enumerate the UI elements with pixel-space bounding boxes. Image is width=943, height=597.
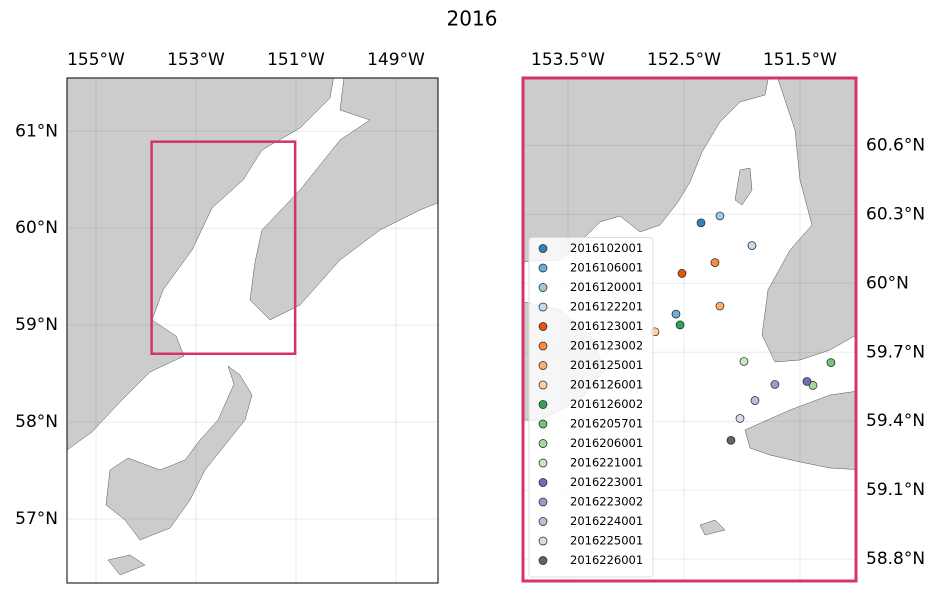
legend-marker xyxy=(538,497,548,507)
x-tick-label: 149°W xyxy=(367,50,425,70)
legend-label: 2016126002 xyxy=(570,397,643,411)
station-point xyxy=(808,381,818,390)
y-tick-label: 58°N xyxy=(15,412,58,432)
legend-marker xyxy=(538,341,548,351)
legend-label: 2016126001 xyxy=(570,378,643,392)
station-point xyxy=(715,211,725,221)
legend-label: 2016102001 xyxy=(570,241,643,255)
y-tick-label: 60.3°N xyxy=(866,204,925,224)
legend-marker xyxy=(538,400,548,409)
legend-marker xyxy=(538,478,548,487)
land xyxy=(67,78,334,451)
legend-marker xyxy=(538,361,548,370)
legend-box xyxy=(528,237,654,578)
legend-marker xyxy=(538,419,548,429)
x-tick-label: 152.5°W xyxy=(647,50,721,70)
legend-marker xyxy=(538,322,548,331)
map-frame xyxy=(66,77,439,584)
legend-marker xyxy=(538,302,548,312)
legend-label: 2016123001 xyxy=(570,319,643,333)
x-tick-label: 151.5°W xyxy=(763,50,837,70)
station-point xyxy=(739,357,749,366)
legend-marker xyxy=(538,439,548,448)
y-tick-label: 59.4°N xyxy=(866,411,925,431)
legend-label: 2016123002 xyxy=(570,339,643,353)
land xyxy=(105,365,253,541)
station-point xyxy=(710,258,720,267)
land xyxy=(107,554,146,576)
y-tick-label: 57°N xyxy=(15,509,58,529)
station-point xyxy=(726,435,736,445)
legend-label: 2016106001 xyxy=(570,261,643,275)
station-point xyxy=(826,358,836,367)
station-point xyxy=(671,309,681,319)
legend-label: 2016221001 xyxy=(570,456,643,470)
land xyxy=(523,78,769,262)
legend-marker xyxy=(538,263,548,273)
legend-label: 2016225001 xyxy=(570,534,643,548)
land xyxy=(249,78,438,321)
legend-label: 2016120001 xyxy=(570,280,643,294)
land xyxy=(761,78,856,363)
legend-marker xyxy=(538,283,548,292)
legend-label: 2016206001 xyxy=(570,436,643,450)
plot-layer: 155°W 153°W 151°W 149°W 57°N 58°N 59°N 60°N 61°N… xyxy=(15,50,925,584)
station-point xyxy=(675,320,685,330)
legend-marker xyxy=(538,556,548,565)
y-tick-label: 60°N xyxy=(15,218,58,238)
legend-label: 2016226001 xyxy=(570,553,643,567)
station-point xyxy=(735,414,745,423)
land xyxy=(734,167,753,206)
y-tick-label: 58.8°N xyxy=(866,549,925,569)
legend-label: 2016122201 xyxy=(570,300,643,314)
y-tick-label: 59°N xyxy=(15,315,58,335)
legend-marker xyxy=(538,380,548,390)
station-point xyxy=(696,218,706,228)
legend-marker xyxy=(538,536,548,546)
legend-label: 2016223001 xyxy=(570,475,643,489)
legend-marker xyxy=(538,244,548,253)
legend-marker xyxy=(538,458,548,468)
legend-label: 2016205701 xyxy=(570,417,643,431)
x-tick-label: 153°W xyxy=(167,50,225,70)
y-tick-label: 61°N xyxy=(15,121,58,141)
x-tick-label: 153.5°W xyxy=(531,50,605,70)
figure-title: 2016 xyxy=(447,7,498,31)
station-point xyxy=(677,269,687,278)
legend-marker xyxy=(538,517,548,526)
station-point xyxy=(770,380,780,389)
station-point xyxy=(715,301,725,311)
map-frame xyxy=(521,76,858,583)
station-point xyxy=(750,396,760,405)
station-point xyxy=(747,241,757,250)
y-tick-label: 59.1°N xyxy=(866,480,925,500)
inset-box xyxy=(150,140,297,356)
legend-label: 2016224001 xyxy=(570,514,643,528)
station-point xyxy=(802,377,812,386)
y-tick-label: 60.6°N xyxy=(866,135,925,155)
y-tick-label: 59.7°N xyxy=(866,342,925,362)
x-tick-label: 155°W xyxy=(67,50,125,70)
x-tick-label: 151°W xyxy=(267,50,325,70)
land xyxy=(699,519,726,536)
land xyxy=(744,391,856,470)
left-land xyxy=(67,78,438,576)
y-tick-label: 60°N xyxy=(866,273,909,293)
legend-label: 2016125001 xyxy=(570,358,643,372)
legend-label: 2016223002 xyxy=(570,495,643,509)
